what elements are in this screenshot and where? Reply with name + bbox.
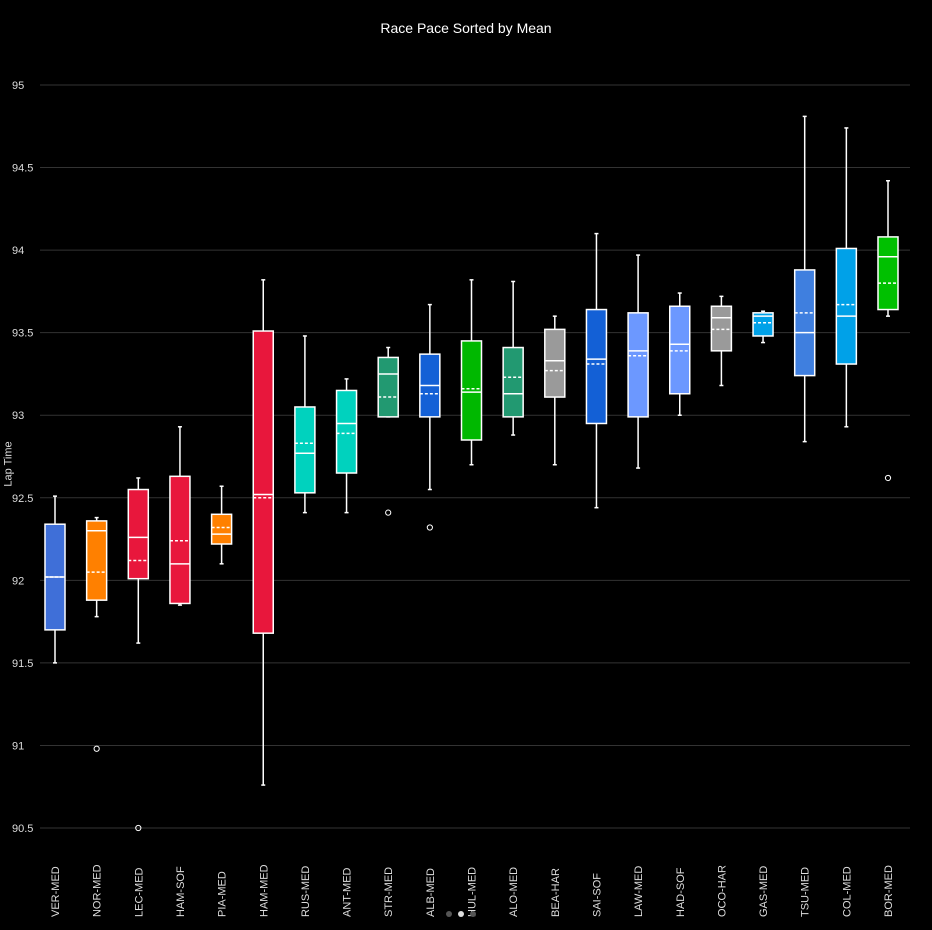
x-tick-label: BEA-HAR	[550, 868, 562, 917]
box-tsu-med	[793, 269, 816, 377]
y-tick-label: 95	[12, 80, 24, 92]
x-tick-label: VER-MED	[50, 866, 62, 917]
y-tick-label: 93	[12, 410, 24, 422]
x-tick-label: COL-MED	[841, 866, 853, 917]
outlier-point	[93, 745, 100, 752]
box-gas-med	[752, 312, 774, 337]
y-tick-label: 91	[12, 740, 24, 752]
y-tick-label: 92	[12, 575, 24, 587]
box-sai-sof	[585, 308, 608, 425]
box-rus-med	[294, 406, 316, 494]
box-ant-med	[335, 389, 358, 474]
y-tick-label: 93.5	[12, 328, 33, 340]
y-tick-label: 94.5	[12, 163, 33, 175]
chart-title: Race Pace Sorted by Mean	[380, 20, 552, 36]
box-oco-har	[710, 305, 733, 352]
x-tick-label: GAS-MED	[758, 866, 770, 917]
pagination-dot[interactable]	[458, 911, 464, 917]
box-lec-med	[127, 488, 150, 580]
box-law-med	[627, 312, 649, 418]
outlier-point	[426, 524, 433, 531]
box-hul-med	[460, 340, 483, 441]
box-alo-med	[502, 346, 524, 418]
pagination-dot[interactable]	[446, 911, 452, 917]
box-pia-med	[210, 513, 233, 545]
outlier-point	[385, 509, 392, 516]
y-tick-label: 90.5	[12, 823, 33, 835]
x-tick-label: NOR-MED	[92, 864, 104, 917]
y-tick-label: 94	[12, 245, 24, 257]
x-tick-label: HAM-MED	[258, 864, 270, 917]
x-tick-label: HAM-SOF	[175, 866, 187, 917]
x-tick-label: ANT-MED	[342, 867, 354, 917]
x-tick-label: ALB-MED	[425, 868, 437, 917]
box-bea-har	[544, 328, 566, 398]
x-tick-label: HUL-MED	[467, 867, 479, 917]
outlier-point	[884, 474, 892, 482]
box-ham-med	[252, 330, 274, 634]
y-tick-label: 91.5	[12, 658, 33, 670]
x-tick-label: ALO-MED	[508, 867, 520, 917]
x-tick-label: OCO-HAR	[716, 865, 728, 917]
x-tick-label: LEC-MED	[133, 867, 145, 917]
pagination-dot[interactable]	[470, 911, 476, 917]
box-col-med	[835, 247, 858, 365]
box-ham-sof	[169, 475, 191, 605]
box-had-sof	[669, 305, 691, 395]
box-nor-med	[85, 520, 108, 601]
outlier-point	[135, 824, 142, 832]
x-tick-label: SAI-SOF	[591, 873, 603, 917]
box-str-med	[377, 356, 399, 418]
x-tick-label: STR-MED	[383, 867, 395, 917]
box-bor-med	[877, 236, 899, 311]
pagination-dots[interactable]	[446, 904, 482, 922]
x-tick-label: TSU-MED	[800, 867, 812, 917]
x-tick-label: RUS-MED	[300, 866, 312, 917]
x-tick-label: HAD-SOF	[675, 867, 687, 917]
y-tick-label: 92.5	[12, 493, 33, 505]
x-tick-label: PIA-MED	[217, 871, 229, 917]
x-tick-label: BOR-MED	[883, 865, 895, 917]
x-tick-label: LAW-MED	[633, 866, 645, 917]
